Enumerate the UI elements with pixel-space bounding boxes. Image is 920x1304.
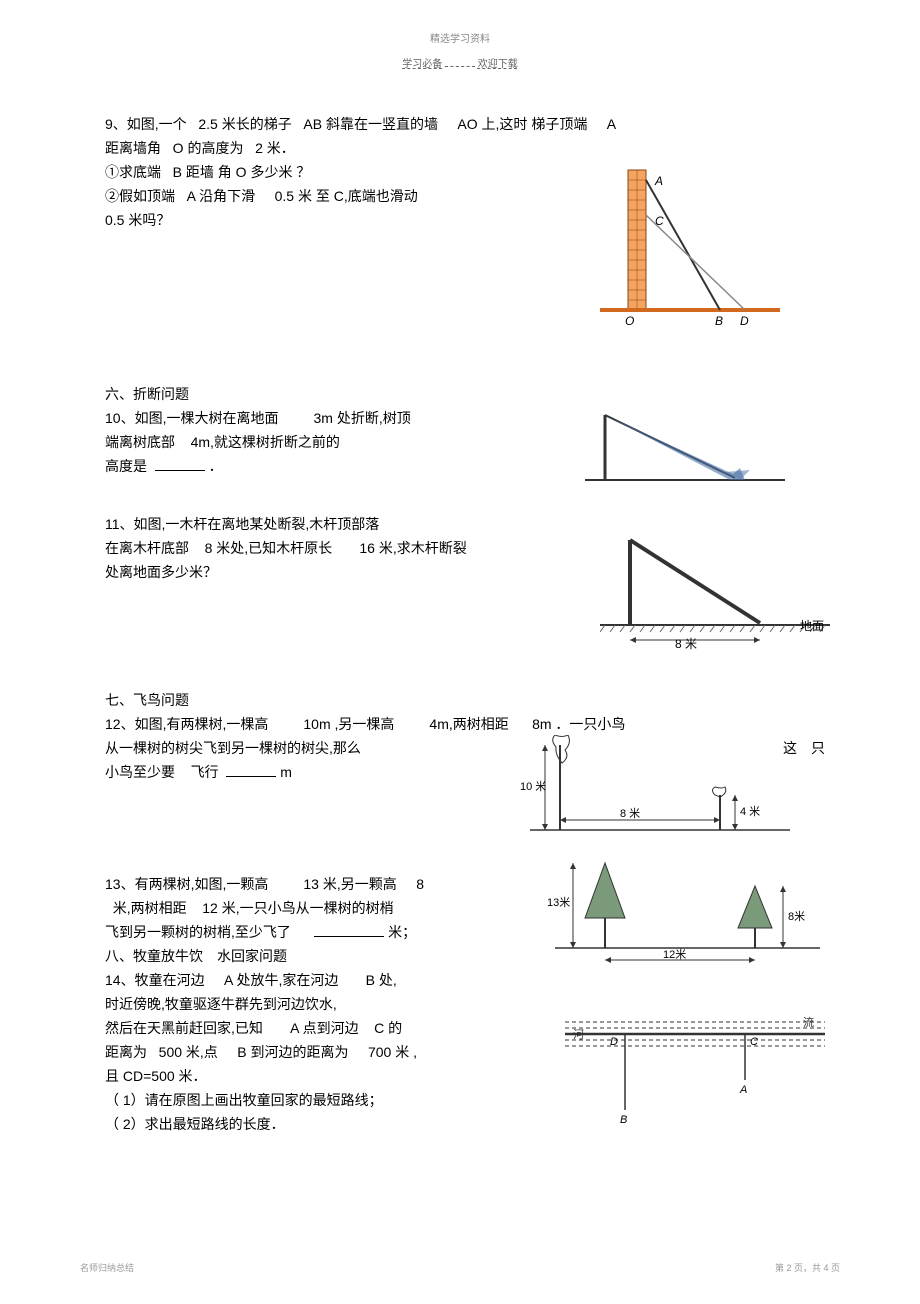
q10-l1b: 3m 处折断,树顶 (313, 410, 410, 426)
q13-l3a: 飞到另一颗树的树梢,至少飞了 (105, 924, 291, 940)
diagram-q9: A C O B D (600, 160, 780, 333)
q9-l2a: 距离墙角 (105, 140, 161, 156)
q14-l1a: 14、牧童在河边 (105, 972, 205, 988)
q14-line1: 14、牧童在河边 A 处放牛,家在河边 B 处, (105, 970, 825, 991)
label-C: C (750, 1036, 758, 1048)
q9-l1e: A (607, 116, 616, 132)
q12-l1c: 4m,两树相距 (429, 716, 508, 732)
q11-l2c: 16 米,求木杆断裂 (359, 540, 466, 556)
q13-l1a: 13、有两棵树,如图,一颗高 (105, 876, 268, 892)
label-A: A (654, 174, 663, 188)
q13-l2a: 米,两树相距 (113, 900, 187, 916)
q9-l1a: 9、如图,一个 (105, 116, 187, 132)
q12-l1a: 12、如图,有两棵树,一棵高 (105, 716, 268, 732)
q10-l3a: 高度是 (105, 458, 147, 474)
label-D: D (610, 1036, 618, 1048)
label-12m: 12米 (663, 948, 686, 961)
q9-line2: 距离墙角 O 的高度为 2 米． (105, 138, 825, 159)
label-D: D (740, 314, 749, 328)
q9-l5a: 0.5 米吗？ (105, 212, 170, 228)
q12-line1: 12、如图,有两棵树,一棵高 10m ,另一棵高 4m,两树相距 8m ．一只小… (105, 714, 825, 735)
diagram-q14: 河 流 D C B A (555, 1010, 835, 1133)
label-B: B (715, 314, 723, 328)
q11-l2a: 在离木杆底部 (105, 540, 189, 556)
q9-l3b: B 距墙 角 O 多少米 ？ (173, 164, 311, 180)
q12-l1d: 8m ．一只小鸟 (532, 716, 625, 732)
q13-l3b: 米； (388, 924, 416, 940)
footer-right: 第 2 页，共 4 页 (775, 1261, 840, 1274)
q12-l1b: 10m ,另一棵高 (303, 716, 394, 732)
q11-l2b: 8 米处,已知木杆原长 (205, 540, 333, 556)
q12-l3b: 飞行 (191, 764, 219, 780)
q14-l3b: A 点到河边 (290, 1020, 358, 1036)
label-10m: 10 米 (520, 780, 546, 793)
header-sub: 学习必备 欢迎下载 (0, 55, 920, 70)
q10-l2a: 端离树底部 (105, 434, 175, 450)
q12-l2: 从一棵树的树尖飞到另一棵树的树尖,那么 (105, 738, 361, 759)
q13-l1b: 13 米,另一颗高 (303, 876, 396, 892)
q9-l4b: A 沿角下滑 (187, 188, 255, 204)
q14-l3c: C 的 (374, 1020, 402, 1036)
q14-l4b: 500 米,点 (159, 1044, 218, 1060)
q13-blank (314, 923, 384, 937)
q13-l2b: 12 米,一只小鸟从一棵树的树梢 (202, 900, 393, 916)
q12-blank (226, 763, 276, 777)
footer-left: 名师归纳总结 (80, 1261, 134, 1274)
q9-l4c: 0.5 米 至 C,底端也滑动 (275, 188, 418, 204)
q9-l2b: O 的高度为 (173, 140, 244, 156)
q14-l3a: 然后在天黑前赶回家,已知 (105, 1020, 263, 1036)
label-flow: 流 (803, 1015, 814, 1029)
q9-l1b: 2.5 米长的梯子 (198, 116, 291, 132)
q10-l2b: 4m,就这棵树折断之前的 (191, 434, 340, 450)
label-4m: 4 米 (740, 805, 760, 818)
q10-l1a: 10、如图,一棵大树在离地面 (105, 410, 278, 426)
diagram-q13: 13米 8米 12米 (545, 848, 825, 971)
diagram-q11: 8 米 地面 (600, 530, 840, 653)
label-13m: 13米 (547, 896, 570, 909)
label-8m-v: 8米 (788, 910, 805, 923)
diagram-q10 (585, 400, 785, 493)
q9-l4a: ②假如顶端 (105, 188, 175, 204)
q14-l4a: 距离为 (105, 1044, 147, 1060)
label-O: O (625, 314, 634, 328)
label-C: C (655, 214, 664, 228)
q9-l1d: AO 上,这时 梯子顶端 (457, 116, 587, 132)
label-ground: 地面 (800, 619, 824, 633)
label-8m-h: 8 米 (620, 807, 640, 820)
q14-l4c: B 到河边的距离为 (237, 1044, 348, 1060)
q14-l4d: 700 米 , (368, 1044, 417, 1060)
q10-blank (155, 457, 205, 471)
q12-l3a: 小鸟至少要 (105, 764, 175, 780)
header-sub-right: 欢迎下载 (478, 59, 518, 70)
q9-l3a: ①求底端 (105, 164, 161, 180)
s7-title: 七、飞鸟问题 (105, 690, 825, 711)
q14-l1c: B 处, (366, 972, 397, 988)
header-top: 精选学习资料 (0, 30, 920, 45)
q14-l1b: A 处放牛,家在河边 (224, 972, 338, 988)
q9-l1c: AB 斜靠在一竖直的墙 (303, 116, 438, 132)
label-A: A (739, 1084, 747, 1096)
label-B: B (620, 1114, 627, 1126)
q10-l3b: ． (209, 458, 223, 474)
label-river: 河 (573, 1028, 584, 1041)
header-sub-left: 学习必备 (402, 59, 442, 70)
q13-l1c: 8 (416, 876, 424, 892)
label-8m: 8 米 (675, 637, 697, 650)
q9-l2c: 2 米． (255, 140, 295, 156)
diagram-q12: 10 米 4 米 8 米 (520, 735, 800, 848)
q12-l3c: m (280, 764, 292, 780)
q9-line1: 9、如图,一个 2.5 米长的梯子 AB 斜靠在一竖直的墙 AO 上,这时 梯子… (105, 114, 825, 135)
header-blank (445, 66, 475, 67)
